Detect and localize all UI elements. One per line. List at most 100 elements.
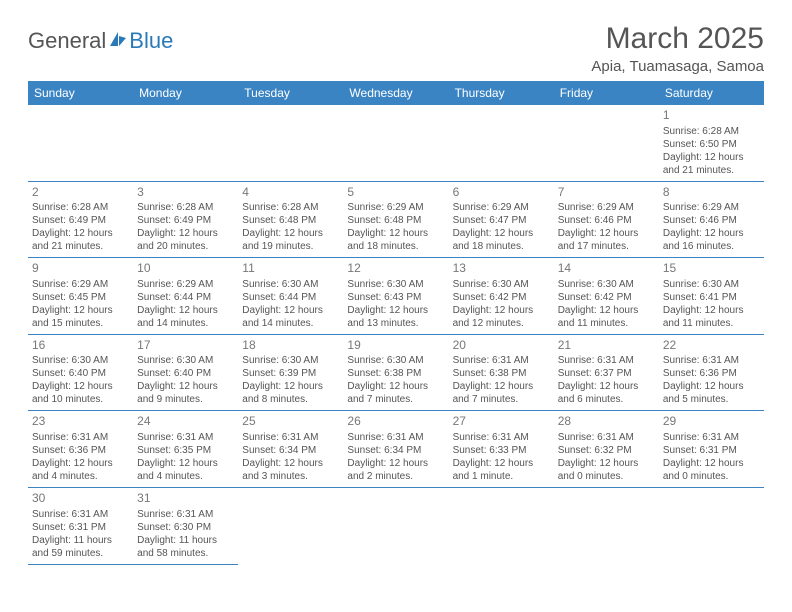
calendar-empty [238, 105, 343, 181]
day-number: 27 [453, 414, 550, 430]
calendar-week: 16Sunrise: 6:30 AMSunset: 6:40 PMDayligh… [28, 334, 764, 411]
daylight-line: Daylight: 12 hours and 3 minutes. [242, 457, 339, 483]
calendar-empty [343, 487, 448, 564]
sunrise-line: Sunrise: 6:30 AM [242, 278, 339, 291]
daylight-line: Daylight: 12 hours and 21 minutes. [663, 151, 760, 177]
sunrise-line: Sunrise: 6:31 AM [32, 508, 129, 521]
daylight-line: Daylight: 12 hours and 11 minutes. [558, 304, 655, 330]
logo-text-general: General [28, 28, 106, 54]
day-number: 22 [663, 338, 760, 354]
sunrise-line: Sunrise: 6:28 AM [663, 125, 760, 138]
calendar-day: 6Sunrise: 6:29 AMSunset: 6:47 PMDaylight… [449, 181, 554, 258]
day-number: 5 [347, 185, 444, 201]
sunrise-line: Sunrise: 6:30 AM [663, 278, 760, 291]
weekday-header: Tuesday [238, 81, 343, 105]
calendar-day: 18Sunrise: 6:30 AMSunset: 6:39 PMDayligh… [238, 334, 343, 411]
sunrise-line: Sunrise: 6:30 AM [558, 278, 655, 291]
daylight-line: Daylight: 12 hours and 0 minutes. [663, 457, 760, 483]
day-number: 29 [663, 414, 760, 430]
daylight-line: Daylight: 12 hours and 5 minutes. [663, 380, 760, 406]
daylight-line: Daylight: 12 hours and 7 minutes. [347, 380, 444, 406]
daylight-line: Daylight: 12 hours and 2 minutes. [347, 457, 444, 483]
daylight-line: Daylight: 12 hours and 18 minutes. [453, 227, 550, 253]
sunrise-line: Sunrise: 6:29 AM [558, 201, 655, 214]
sunrise-line: Sunrise: 6:29 AM [663, 201, 760, 214]
sunrise-line: Sunrise: 6:31 AM [663, 354, 760, 367]
sunset-line: Sunset: 6:46 PM [558, 214, 655, 227]
sunrise-line: Sunrise: 6:31 AM [242, 431, 339, 444]
day-number: 30 [32, 491, 129, 507]
sunset-line: Sunset: 6:47 PM [453, 214, 550, 227]
sunrise-line: Sunrise: 6:31 AM [663, 431, 760, 444]
sunrise-line: Sunrise: 6:29 AM [137, 278, 234, 291]
daylight-line: Daylight: 11 hours and 59 minutes. [32, 534, 129, 560]
sunrise-line: Sunrise: 6:29 AM [32, 278, 129, 291]
calendar-week: 9Sunrise: 6:29 AMSunset: 6:45 PMDaylight… [28, 258, 764, 335]
calendar-empty [238, 487, 343, 564]
calendar-day: 10Sunrise: 6:29 AMSunset: 6:44 PMDayligh… [133, 258, 238, 335]
weekday-header: Monday [133, 81, 238, 105]
day-number: 19 [347, 338, 444, 354]
day-number: 9 [32, 261, 129, 277]
sunrise-line: Sunrise: 6:31 AM [137, 508, 234, 521]
day-number: 21 [558, 338, 655, 354]
day-number: 26 [347, 414, 444, 430]
sunset-line: Sunset: 6:35 PM [137, 444, 234, 457]
calendar-empty [28, 105, 133, 181]
sunrise-line: Sunrise: 6:30 AM [242, 354, 339, 367]
calendar-week: 30Sunrise: 6:31 AMSunset: 6:31 PMDayligh… [28, 487, 764, 564]
day-number: 31 [137, 491, 234, 507]
logo-sail-icon [108, 28, 128, 54]
calendar-day: 31Sunrise: 6:31 AMSunset: 6:30 PMDayligh… [133, 487, 238, 564]
day-number: 23 [32, 414, 129, 430]
day-number: 17 [137, 338, 234, 354]
calendar-day: 9Sunrise: 6:29 AMSunset: 6:45 PMDaylight… [28, 258, 133, 335]
day-number: 8 [663, 185, 760, 201]
location: Apia, Tuamasaga, Samoa [591, 58, 764, 75]
calendar-day: 7Sunrise: 6:29 AMSunset: 6:46 PMDaylight… [554, 181, 659, 258]
sunset-line: Sunset: 6:41 PM [663, 291, 760, 304]
sunrise-line: Sunrise: 6:30 AM [347, 354, 444, 367]
sunrise-line: Sunrise: 6:30 AM [453, 278, 550, 291]
sunrise-line: Sunrise: 6:28 AM [242, 201, 339, 214]
sunset-line: Sunset: 6:40 PM [32, 367, 129, 380]
sunset-line: Sunset: 6:37 PM [558, 367, 655, 380]
calendar-empty [554, 105, 659, 181]
daylight-line: Daylight: 12 hours and 18 minutes. [347, 227, 444, 253]
sunset-line: Sunset: 6:49 PM [32, 214, 129, 227]
calendar-day: 24Sunrise: 6:31 AMSunset: 6:35 PMDayligh… [133, 411, 238, 488]
daylight-line: Daylight: 12 hours and 8 minutes. [242, 380, 339, 406]
sunset-line: Sunset: 6:49 PM [137, 214, 234, 227]
calendar-day: 5Sunrise: 6:29 AMSunset: 6:48 PMDaylight… [343, 181, 448, 258]
sunset-line: Sunset: 6:32 PM [558, 444, 655, 457]
day-number: 10 [137, 261, 234, 277]
day-number: 1 [663, 108, 760, 124]
calendar-empty [449, 105, 554, 181]
calendar-day: 11Sunrise: 6:30 AMSunset: 6:44 PMDayligh… [238, 258, 343, 335]
sunrise-line: Sunrise: 6:29 AM [453, 201, 550, 214]
sunset-line: Sunset: 6:38 PM [453, 367, 550, 380]
day-number: 20 [453, 338, 550, 354]
calendar-day: 28Sunrise: 6:31 AMSunset: 6:32 PMDayligh… [554, 411, 659, 488]
calendar-week: 1Sunrise: 6:28 AMSunset: 6:50 PMDaylight… [28, 105, 764, 181]
daylight-line: Daylight: 12 hours and 7 minutes. [453, 380, 550, 406]
month-title: March 2025 [591, 22, 764, 56]
calendar-day: 13Sunrise: 6:30 AMSunset: 6:42 PMDayligh… [449, 258, 554, 335]
calendar-day: 19Sunrise: 6:30 AMSunset: 6:38 PMDayligh… [343, 334, 448, 411]
calendar-empty [343, 105, 448, 181]
day-number: 7 [558, 185, 655, 201]
sunrise-line: Sunrise: 6:31 AM [32, 431, 129, 444]
daylight-line: Daylight: 12 hours and 6 minutes. [558, 380, 655, 406]
sunrise-line: Sunrise: 6:31 AM [558, 431, 655, 444]
sunset-line: Sunset: 6:34 PM [242, 444, 339, 457]
sunset-line: Sunset: 6:44 PM [242, 291, 339, 304]
calendar-empty [449, 487, 554, 564]
day-number: 18 [242, 338, 339, 354]
day-number: 3 [137, 185, 234, 201]
daylight-line: Daylight: 12 hours and 0 minutes. [558, 457, 655, 483]
daylight-line: Daylight: 12 hours and 21 minutes. [32, 227, 129, 253]
sunrise-line: Sunrise: 6:30 AM [137, 354, 234, 367]
weekday-header: Sunday [28, 81, 133, 105]
sunset-line: Sunset: 6:42 PM [453, 291, 550, 304]
calendar-day: 20Sunrise: 6:31 AMSunset: 6:38 PMDayligh… [449, 334, 554, 411]
